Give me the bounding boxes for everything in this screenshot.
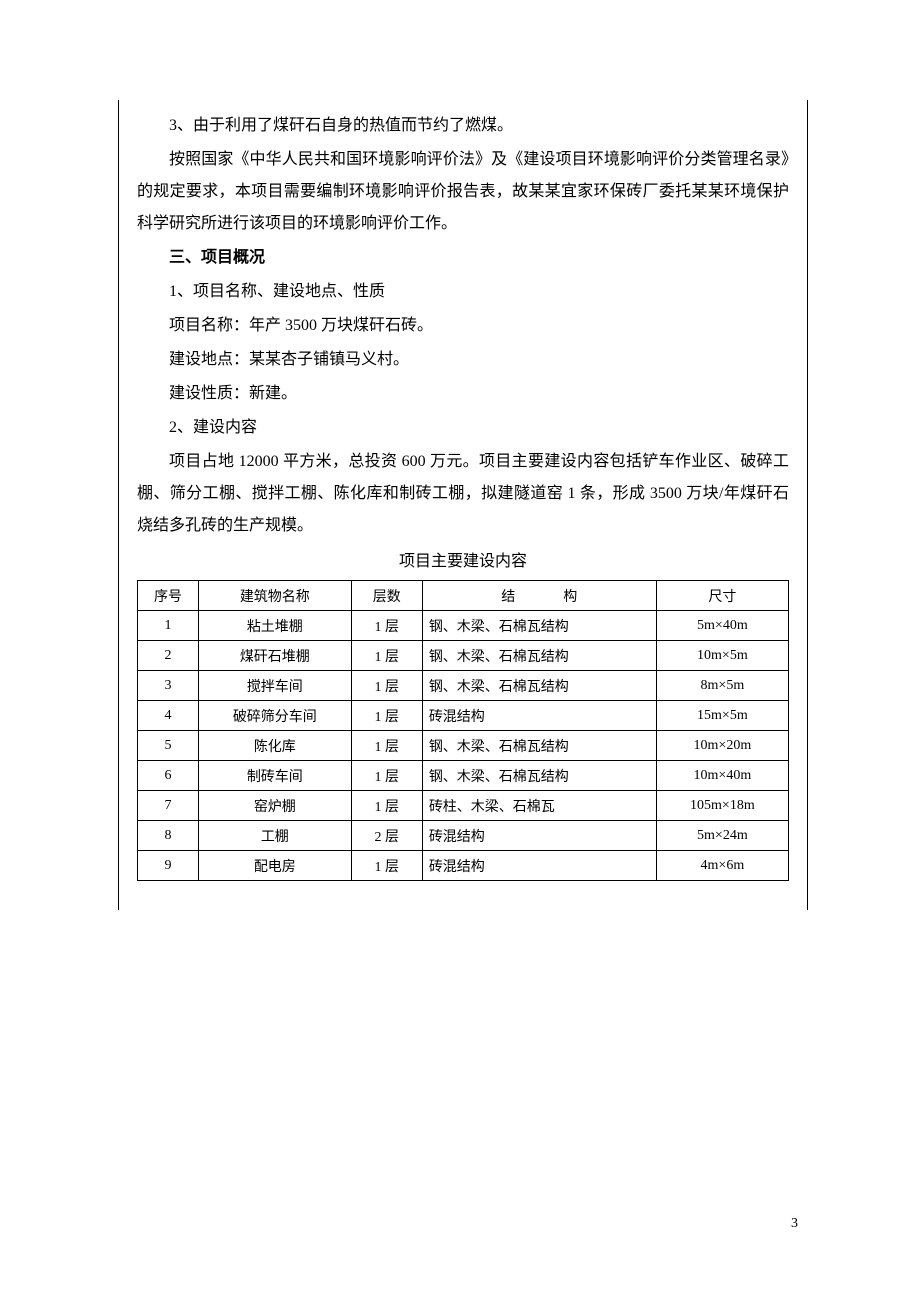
- table-row: 1粘土堆棚1 层钢、木梁、石棉瓦结构5m×40m: [138, 611, 789, 641]
- table-row: 9配电房1 层砖混结构4m×6m: [138, 851, 789, 881]
- table-cell: 1 层: [351, 611, 422, 641]
- table-cell: 4: [138, 701, 199, 731]
- table-cell: 煤矸石堆棚: [199, 641, 352, 671]
- para-build: 项目占地 12000 平方米，总投资 600 万元。项目主要建设内容包括铲车作业…: [137, 446, 789, 542]
- table-cell: 1: [138, 611, 199, 641]
- col-name: 建筑物名称: [199, 581, 352, 611]
- table-cell: 陈化库: [199, 731, 352, 761]
- table-cell: 5: [138, 731, 199, 761]
- table-cell: 钢、木梁、石棉瓦结构: [422, 611, 656, 641]
- table-cell: 1 层: [351, 761, 422, 791]
- table-cell: 7: [138, 791, 199, 821]
- table-body: 1粘土堆棚1 层钢、木梁、石棉瓦结构5m×40m2煤矸石堆棚1 层钢、木梁、石棉…: [138, 611, 789, 881]
- table-cell: 破碎筛分车间: [199, 701, 352, 731]
- table-row: 2煤矸石堆棚1 层钢、木梁、石棉瓦结构10m×5m: [138, 641, 789, 671]
- table-cell: 1 层: [351, 641, 422, 671]
- table-cell: 砖混结构: [422, 851, 656, 881]
- table-cell: 工棚: [199, 821, 352, 851]
- table-cell: 钢、木梁、石棉瓦结构: [422, 671, 656, 701]
- table-cell: 6: [138, 761, 199, 791]
- table-cell: 制砖车间: [199, 761, 352, 791]
- col-struct: 结构: [422, 581, 656, 611]
- table-row: 3搅拌车间1 层钢、木梁、石棉瓦结构8m×5m: [138, 671, 789, 701]
- table-cell: 砖混结构: [422, 701, 656, 731]
- table-cell: 5m×24m: [656, 821, 788, 851]
- para-law: 按照国家《中华人民共和国环境影响评价法》及《建设项目环境影响评价分类管理名录》的…: [137, 144, 789, 240]
- table-row: 7窑炉棚1 层砖柱、木梁、石棉瓦105m×18m: [138, 791, 789, 821]
- page-number: 3: [791, 1216, 798, 1232]
- table-cell: 15m×5m: [656, 701, 788, 731]
- table-cell: 2 层: [351, 821, 422, 851]
- para-2-content: 2、建设内容: [137, 412, 789, 444]
- col-floor: 层数: [351, 581, 422, 611]
- table-cell: 3: [138, 671, 199, 701]
- col-seq: 序号: [138, 581, 199, 611]
- heading-3: 三、项目概况: [137, 242, 789, 274]
- table-row: 5陈化库1 层钢、木梁、石棉瓦结构10m×20m: [138, 731, 789, 761]
- table-cell: 2: [138, 641, 199, 671]
- table-cell: 1 层: [351, 731, 422, 761]
- table-cell: 10m×40m: [656, 761, 788, 791]
- table-cell: 粘土堆棚: [199, 611, 352, 641]
- table-cell: 105m×18m: [656, 791, 788, 821]
- col-size: 尺寸: [656, 581, 788, 611]
- content-frame: 3、由于利用了煤矸石自身的热值而节约了燃煤。 按照国家《中华人民共和国环境影响评…: [118, 100, 808, 910]
- table-row: 8工棚2 层砖混结构5m×24m: [138, 821, 789, 851]
- table-cell: 砖混结构: [422, 821, 656, 851]
- table-cell: 8: [138, 821, 199, 851]
- table-cell: 5m×40m: [656, 611, 788, 641]
- table-cell: 窑炉棚: [199, 791, 352, 821]
- table-header-row: 序号 建筑物名称 层数 结构 尺寸: [138, 581, 789, 611]
- para-proj-name: 项目名称：年产 3500 万块煤矸石砖。: [137, 310, 789, 342]
- para-location: 建设地点：某某杏子铺镇马义村。: [137, 344, 789, 376]
- table-cell: 钢、木梁、石棉瓦结构: [422, 641, 656, 671]
- table-row: 4破碎筛分车间1 层砖混结构15m×5m: [138, 701, 789, 731]
- para-3: 3、由于利用了煤矸石自身的热值而节约了燃煤。: [137, 110, 789, 142]
- table-cell: 钢、木梁、石棉瓦结构: [422, 731, 656, 761]
- table-cell: 10m×5m: [656, 641, 788, 671]
- table-cell: 1 层: [351, 851, 422, 881]
- table-cell: 9: [138, 851, 199, 881]
- table-cell: 钢、木梁、石棉瓦结构: [422, 761, 656, 791]
- table-row: 6制砖车间1 层钢、木梁、石棉瓦结构10m×40m: [138, 761, 789, 791]
- table-cell: 1 层: [351, 671, 422, 701]
- table-cell: 1 层: [351, 791, 422, 821]
- table-cell: 4m×6m: [656, 851, 788, 881]
- table-cell: 配电房: [199, 851, 352, 881]
- construction-table: 序号 建筑物名称 层数 结构 尺寸 1粘土堆棚1 层钢、木梁、石棉瓦结构5m×4…: [137, 580, 789, 881]
- table-cell: 10m×20m: [656, 731, 788, 761]
- para-nature: 建设性质：新建。: [137, 378, 789, 410]
- table-cell: 1 层: [351, 701, 422, 731]
- table-caption: 项目主要建设内容: [137, 546, 789, 578]
- table-cell: 砖柱、木梁、石棉瓦: [422, 791, 656, 821]
- para-1-name: 1、项目名称、建设地点、性质: [137, 276, 789, 308]
- table-cell: 搅拌车间: [199, 671, 352, 701]
- table-cell: 8m×5m: [656, 671, 788, 701]
